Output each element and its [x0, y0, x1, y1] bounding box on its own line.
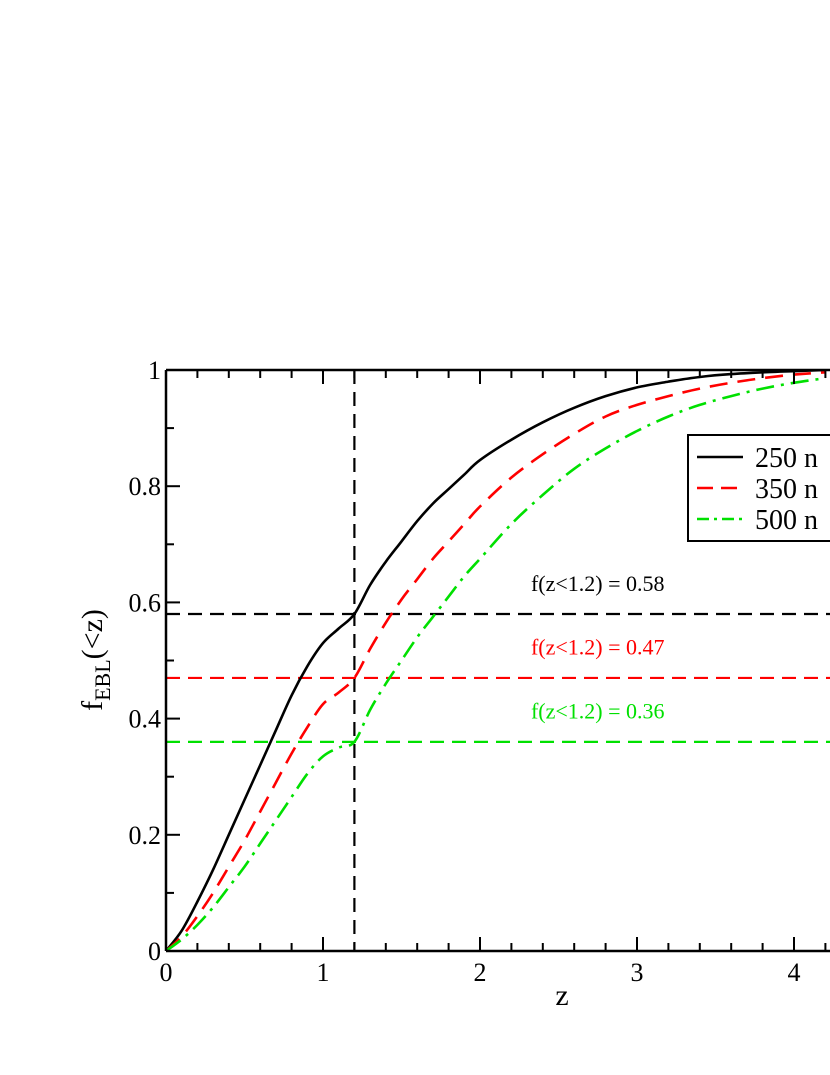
- y-tick-label: 1: [148, 356, 161, 385]
- y-tick-label: 0.8: [129, 472, 162, 501]
- series-line-3: [166, 376, 826, 951]
- plot-area: f(z<1.2) = 0.58 f(z<1.2) = 0.47 f(z<1.2) =…: [166, 370, 830, 951]
- reference-lines: [166, 370, 830, 951]
- axes: 0 1 2 3 4 0 0.2 0.4 0.6 0.8 1: [129, 356, 830, 987]
- y-axis-title-rest: (<z): [76, 609, 109, 659]
- annotations: f(z<1.2) = 0.58 f(z<1.2) = 0.47 f(z<1.2) =…: [531, 571, 665, 724]
- x-ticks: 0 1 2 3 4: [160, 370, 827, 987]
- legend-label: 350 n: [755, 474, 818, 505]
- reference-annotation: f(z<1.2) = 0.47: [531, 635, 665, 660]
- series-line-1: [166, 370, 826, 951]
- series-line-2: [166, 371, 826, 951]
- y-axis-title: fEBL(<z): [76, 609, 115, 711]
- y-tick-label: 0.4: [129, 705, 162, 734]
- y-tick-label: 0.2: [129, 821, 162, 850]
- y-tick-label: 0: [148, 937, 161, 966]
- x-tick-label: 1: [317, 958, 330, 987]
- y-axis-title-sub: EBL: [90, 659, 115, 701]
- x-axis-title: z: [555, 979, 568, 1012]
- x-tick-label: 4: [788, 958, 801, 987]
- x-tick-label: 0: [160, 958, 173, 987]
- y-tick-label: 0.6: [129, 588, 162, 617]
- y-ticks: 0 0.2 0.4 0.6 0.8 1: [129, 356, 180, 966]
- reference-annotation: f(z<1.2) = 0.58: [531, 571, 665, 596]
- series-lines: [166, 370, 826, 951]
- legend-label: 500 n: [755, 505, 818, 536]
- y-axis-title-main: f: [76, 701, 109, 711]
- x-tick-label: 3: [631, 958, 644, 987]
- legend-label: 250 n: [755, 443, 818, 474]
- x-tick-label: 2: [474, 958, 487, 987]
- reference-annotation: f(z<1.2) = 0.36: [531, 699, 665, 724]
